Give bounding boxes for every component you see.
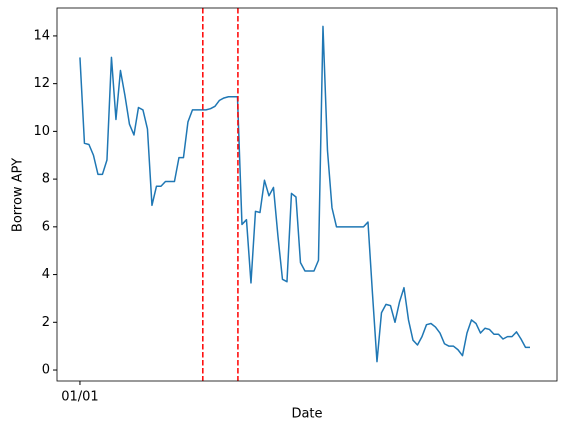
line-series [79, 25, 530, 363]
y-tick-label: 2 [42, 315, 50, 330]
y-tick-label: 14 [33, 28, 50, 43]
y-tick-label: 4 [42, 267, 50, 282]
y-tick-label: 8 [42, 172, 50, 187]
plot-frame [56, 7, 558, 382]
x-axis-label: Date [291, 407, 322, 422]
y-tick-label: 6 [42, 219, 50, 234]
x-tick-label: 01/01 [61, 390, 98, 405]
y-axis-label: Borrow APY [11, 158, 26, 232]
y-tick-label: 0 [42, 363, 50, 378]
y-tick-label: 10 [33, 124, 50, 139]
y-tick-label: 12 [33, 76, 50, 91]
